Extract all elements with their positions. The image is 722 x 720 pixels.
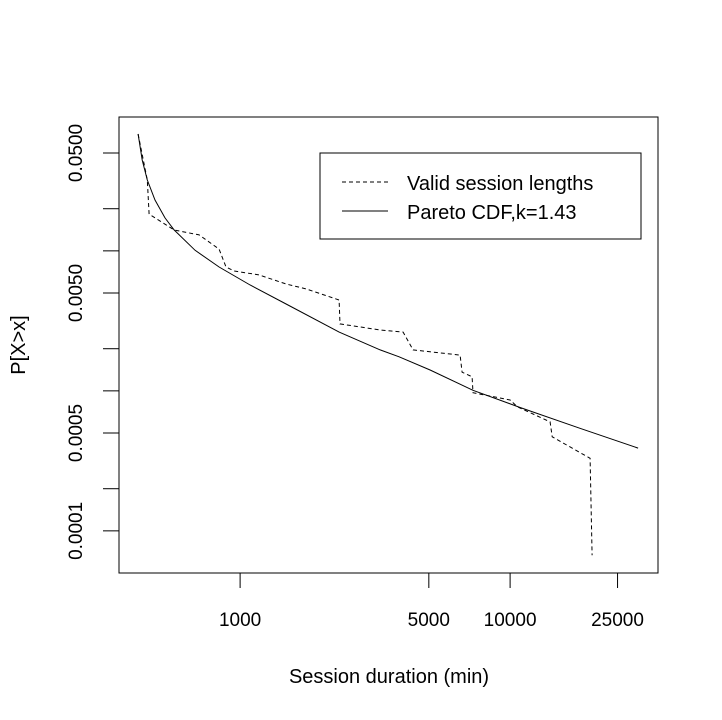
series-valid-session-lengths [137,133,593,556]
x-tick-label: 10000 [484,610,537,631]
y-axis-title: P[X>x] [8,315,30,374]
y-axis: 0.0500 0.0050 0.0005 0.0001 [66,124,119,560]
legend-label-pareto: Pareto CDF,k=1.43 [407,202,577,224]
plot-frame [118,116,659,574]
y-tick-label: 0.0001 [66,502,87,560]
legend-label-valid-sessions: Valid session lengths [407,173,593,195]
series-pareto-cdf [137,133,639,449]
x-tick-label: 25000 [591,610,644,631]
legend-box [319,152,642,240]
legend: Valid session lengths Pareto CDF,k=1.43 [319,152,642,240]
x-tick-label: 5000 [408,610,450,631]
x-axis-title: Session duration (min) [289,666,489,688]
y-tick-label: 0.0050 [66,264,87,322]
y-tick-label: 0.0005 [66,404,87,462]
x-tick-label: 1000 [219,610,261,631]
y-tick-label: 0.0500 [66,124,87,182]
x-axis: 1000 5000 10000 25000 [219,573,644,631]
series-layer [137,133,639,556]
